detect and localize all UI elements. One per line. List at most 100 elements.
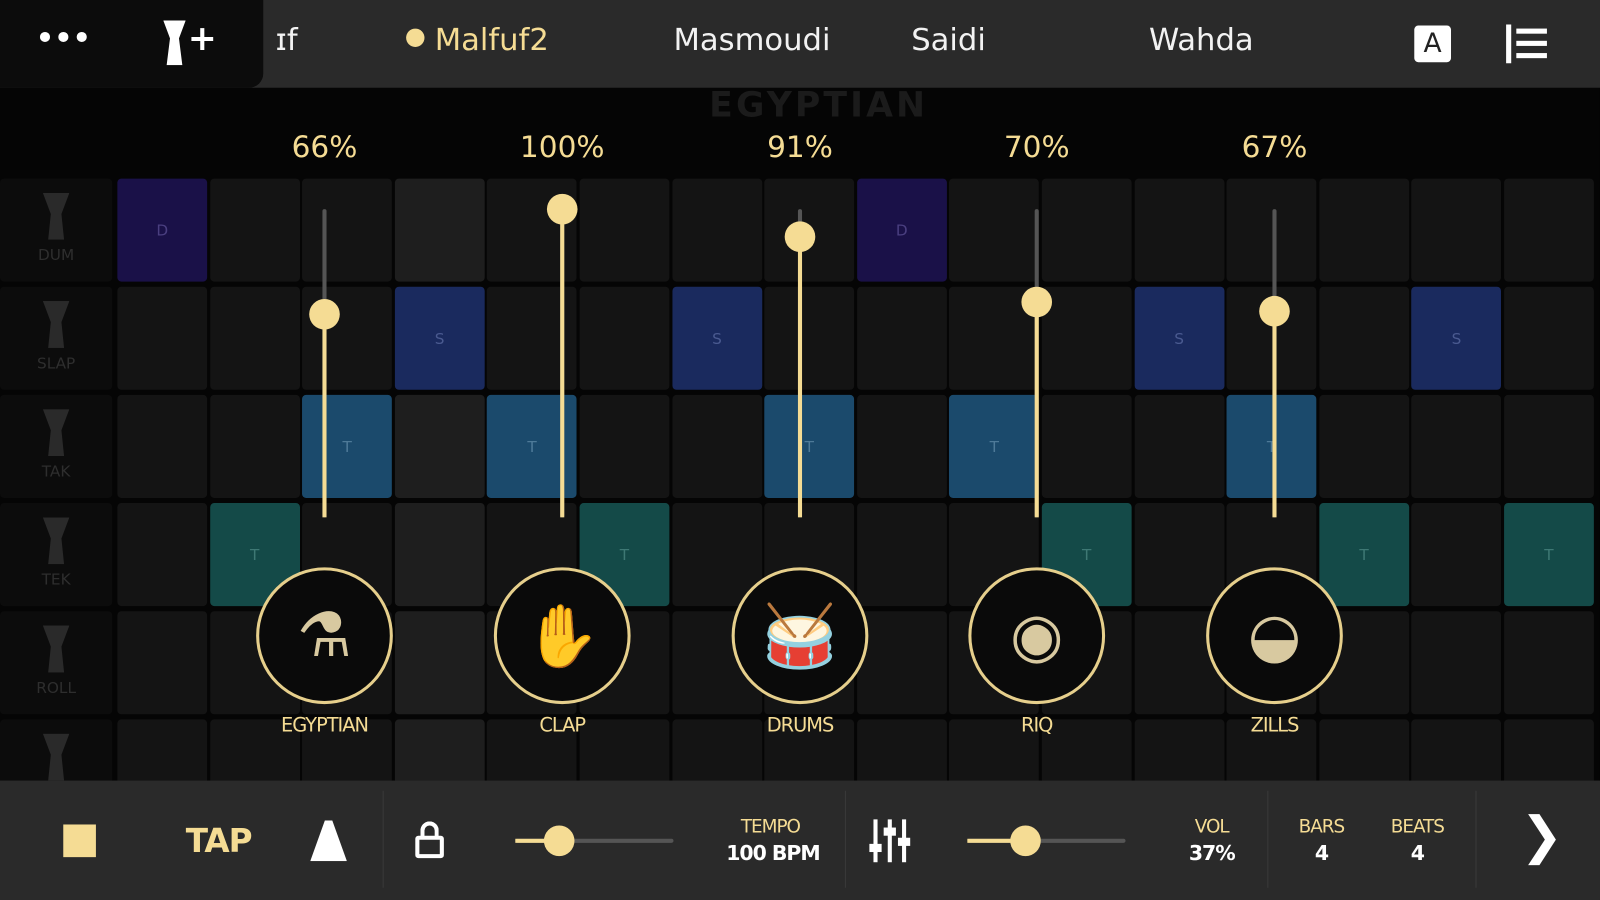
grid-cell[interactable] [1411, 503, 1502, 607]
grid-cell[interactable]: D [856, 178, 947, 282]
grid-cell[interactable]: T [1226, 394, 1317, 498]
row-label-slap[interactable]: SLAP [0, 286, 113, 390]
divider [1475, 790, 1477, 888]
slider-knob[interactable] [546, 193, 578, 225]
grid-cell[interactable] [117, 286, 208, 390]
grid-cell[interactable] [856, 611, 947, 715]
grid-cell[interactable] [579, 394, 670, 498]
grid-cell[interactable]: S [394, 286, 485, 390]
row-label-tek[interactable]: TEK [0, 503, 113, 607]
grid-cell[interactable] [579, 178, 670, 282]
row-label-tak[interactable]: TAK [0, 394, 113, 498]
stop-icon[interactable] [63, 824, 96, 858]
tap-button[interactable]: TAP [185, 821, 253, 861]
grid-cell[interactable] [1319, 286, 1409, 390]
lock-icon[interactable] [415, 821, 444, 859]
volume-slider-zills[interactable] [1259, 209, 1290, 518]
notation-button[interactable]: A [1414, 25, 1452, 63]
grid-cell[interactable] [117, 503, 208, 607]
grid-cell[interactable] [1134, 178, 1225, 282]
grid-cell[interactable] [579, 286, 670, 390]
grid-cell[interactable]: T [764, 394, 855, 498]
tab-malfuf2[interactable]: Malfuf2 [406, 22, 549, 58]
slider-knob[interactable] [1259, 295, 1290, 327]
doumbek-icon [42, 625, 70, 673]
grid-cell[interactable] [302, 178, 393, 282]
bars-value[interactable]: 4 [1314, 840, 1329, 866]
slider-knob[interactable] [309, 298, 340, 330]
grid-cell[interactable] [394, 394, 485, 498]
instrument-button-egyptian[interactable]: ⚗ [256, 567, 393, 705]
volume-slider-clap[interactable] [546, 193, 578, 518]
grid-cell[interactable]: S [672, 286, 762, 390]
grid-cell[interactable]: T [302, 394, 393, 498]
grid-cell[interactable] [209, 178, 300, 282]
tab-partial[interactable]: ɪf [275, 22, 298, 59]
volume-slider-drums[interactable] [784, 209, 816, 518]
volume-slider-riq[interactable] [1021, 209, 1053, 518]
grid-cell[interactable] [1504, 394, 1594, 498]
grid-cell[interactable]: T [209, 503, 300, 607]
volume-slider[interactable] [967, 825, 1126, 857]
grid-cell[interactable] [1411, 178, 1502, 282]
grid-cell[interactable] [764, 286, 855, 390]
row-label-dum[interactable]: DUM [0, 178, 113, 282]
grid-cell[interactable] [949, 178, 1040, 282]
grid-cell[interactable] [1319, 394, 1409, 498]
grid-cell[interactable] [672, 178, 762, 282]
grid-cell[interactable]: T [1504, 503, 1594, 607]
more-horizontal-icon[interactable]: ••• [34, 18, 92, 60]
tab-masmoudi[interactable]: Masmoudi [673, 22, 831, 59]
grid-cell[interactable] [394, 503, 485, 607]
grid-cell[interactable] [1319, 178, 1409, 282]
grid-cell[interactable] [117, 394, 208, 498]
grid-cell[interactable] [209, 286, 300, 390]
grid-cell[interactable] [1411, 394, 1502, 498]
volume-percent: 100% [519, 129, 605, 165]
grid-cell[interactable]: T [1319, 503, 1409, 607]
grid-cell[interactable] [117, 611, 208, 715]
grid-cell[interactable] [1504, 286, 1594, 390]
grid-cell[interactable] [209, 394, 300, 498]
tempo-slider[interactable] [515, 825, 674, 857]
instrument-button-clap[interactable]: ✋ [493, 567, 631, 705]
grid-cell[interactable] [1504, 178, 1594, 282]
grid-cell[interactable] [672, 394, 762, 498]
instrument-button-drums[interactable]: 🥁 [731, 567, 869, 705]
grid-cell[interactable] [1134, 394, 1225, 498]
grid-cell[interactable] [1504, 611, 1594, 715]
grid-cell[interactable]: D [117, 178, 208, 282]
row-label-text: ROLL [36, 678, 76, 697]
doumbek-plus-icon[interactable]: + [161, 18, 222, 69]
grid-cell[interactable] [856, 394, 947, 498]
grid-cell[interactable] [1226, 178, 1317, 282]
instrument-button-riq[interactable]: ◉ [968, 567, 1106, 705]
grid-cell[interactable] [1041, 286, 1132, 390]
slider-knob[interactable] [784, 221, 816, 253]
grid-cell[interactable]: T [949, 394, 1040, 498]
slider-fill [967, 838, 1026, 843]
volume-slider-egyptian[interactable] [309, 209, 340, 518]
chevron-right-icon[interactable]: ❯ [1520, 806, 1564, 866]
tab-wahda[interactable]: Wahda [1148, 22, 1254, 59]
tab-saidi[interactable]: Saidi [911, 22, 986, 59]
grid-cell[interactable] [1134, 503, 1225, 607]
grid-cell[interactable] [856, 503, 947, 607]
grid-cell[interactable] [856, 286, 947, 390]
grid-cell[interactable] [1041, 394, 1132, 498]
grid-cell[interactable] [394, 178, 485, 282]
grid-cell[interactable] [1041, 178, 1132, 282]
reorder-list-icon[interactable] [1502, 24, 1549, 64]
slider-knob[interactable] [544, 825, 575, 857]
row-label-roll[interactable]: ROLL [0, 611, 113, 715]
slider-knob[interactable] [1021, 286, 1053, 317]
grid-cell[interactable] [1411, 611, 1502, 715]
grid-cell[interactable] [672, 503, 762, 607]
grid-cell[interactable] [394, 611, 485, 715]
mixer-sliders-icon[interactable] [869, 819, 911, 863]
grid-cell[interactable]: S [1411, 286, 1502, 390]
beats-value[interactable]: 4 [1410, 840, 1425, 866]
grid-cell[interactable]: S [1134, 286, 1225, 390]
slider-knob[interactable] [1010, 825, 1042, 857]
instrument-button-zills[interactable]: ◒ [1206, 567, 1343, 705]
